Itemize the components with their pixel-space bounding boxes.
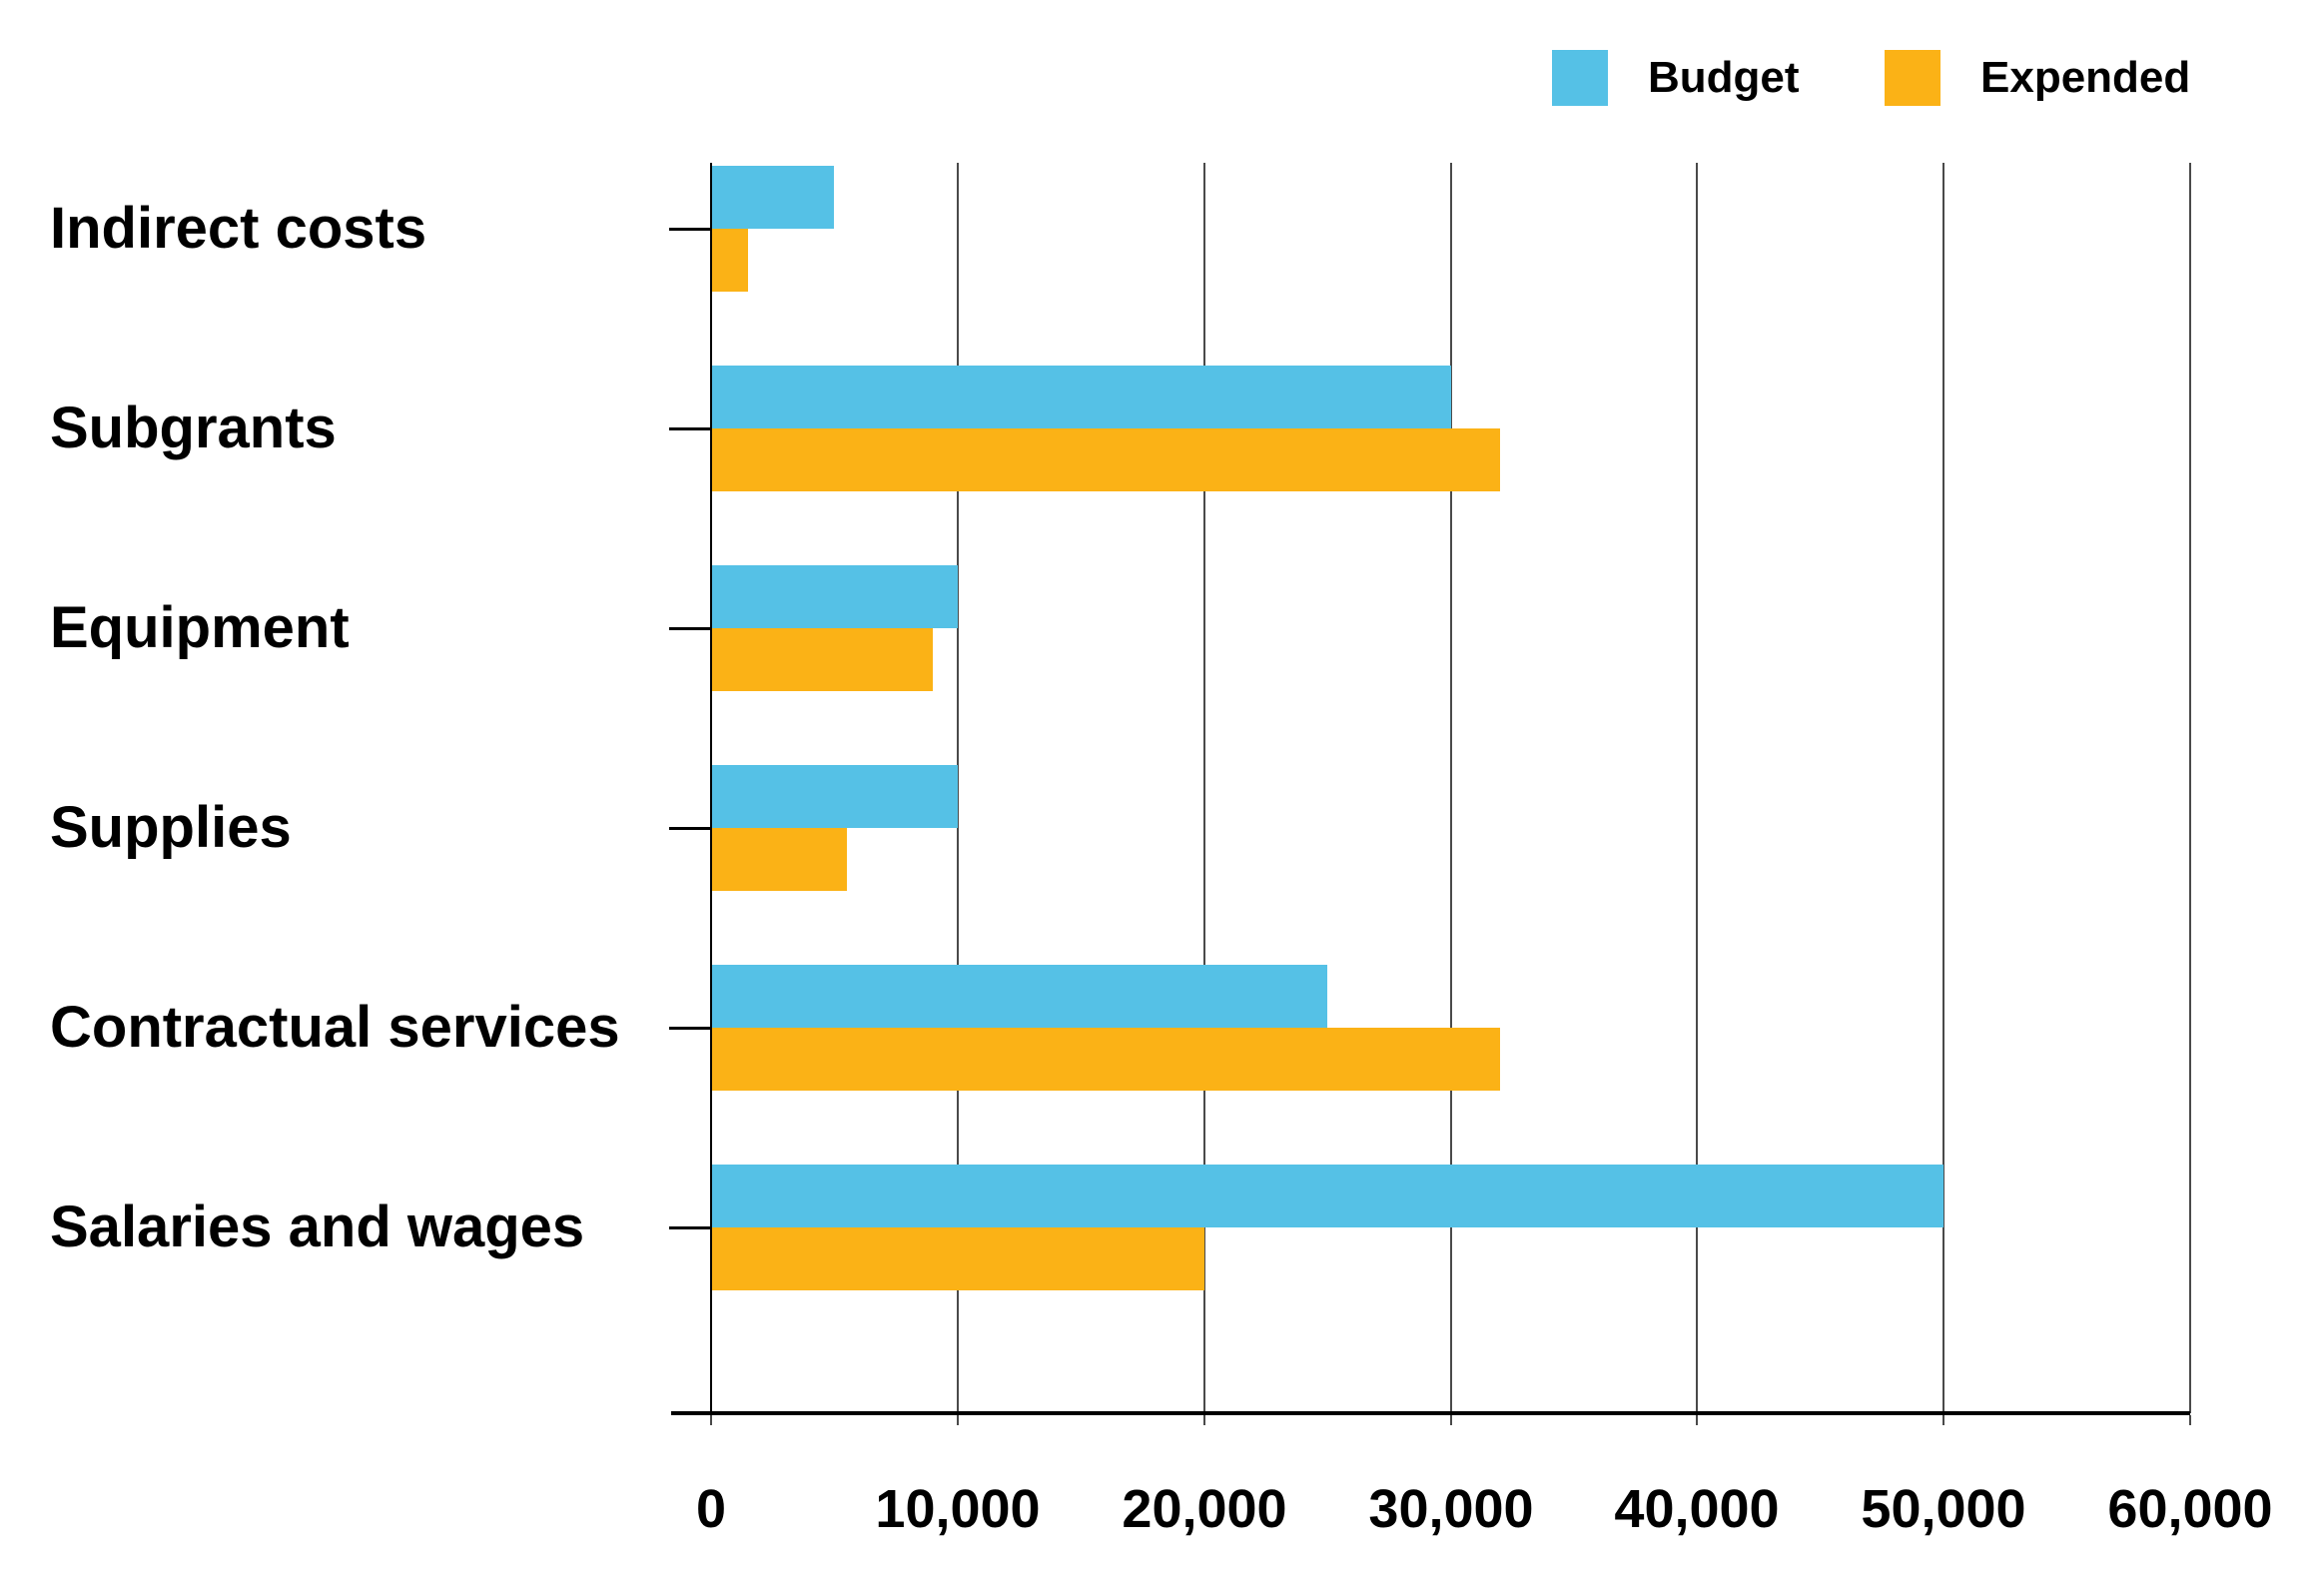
category-tick — [669, 228, 711, 231]
bar-expended-2 — [711, 628, 933, 691]
legend-item-expended: Expended — [1885, 50, 2190, 106]
x-axis-tick-label: 10,000 — [875, 1479, 1041, 1539]
gridline-60,000 — [2189, 163, 2191, 1413]
x-axis-tick-label: 30,000 — [1368, 1479, 1534, 1539]
category-label-2: Equipment — [50, 595, 350, 660]
bar-expended-3 — [711, 828, 847, 891]
legend-swatch-budget — [1552, 50, 1608, 106]
category-label-0: Indirect costs — [50, 196, 427, 261]
gridline-10,000 — [957, 163, 959, 1413]
gridline-50,000 — [1942, 163, 1944, 1413]
gridline-30,000 — [1450, 163, 1452, 1413]
bar-budget-2 — [711, 565, 958, 628]
x-axis-tick — [710, 1415, 712, 1425]
bar-budget-4 — [711, 965, 1327, 1028]
gridline-40,000 — [1696, 163, 1698, 1413]
legend-item-budget: Budget — [1552, 50, 1800, 106]
x-axis-tick — [2189, 1415, 2191, 1425]
x-axis-tick — [1203, 1415, 1205, 1425]
category-tick — [669, 627, 711, 630]
category-label-1: Subgrants — [50, 396, 337, 460]
bar-budget-0 — [711, 166, 834, 229]
legend-label-expended: Expended — [1980, 53, 2191, 102]
category-tick — [669, 427, 711, 430]
x-axis-line — [671, 1411, 2190, 1415]
y-axis-line — [710, 163, 712, 1413]
x-axis-tick-label: 0 — [695, 1479, 727, 1539]
legend-label-budget: Budget — [1648, 53, 1800, 102]
bar-expended-1 — [711, 428, 1500, 491]
bar-expended-0 — [711, 229, 748, 292]
x-axis-tick — [1696, 1415, 1698, 1425]
x-axis-tick-label: 40,000 — [1614, 1479, 1780, 1539]
x-axis-tick-label: 50,000 — [1861, 1479, 2026, 1539]
x-axis-tick-label: 60,000 — [2107, 1479, 2273, 1539]
plot-area: 0 10,000 20,000 30,000 40,000 50,000 60,000 — [669, 163, 2273, 1539]
x-axis-tick — [957, 1415, 959, 1425]
category-label-3: Supplies — [50, 795, 292, 860]
x-axis-tick-label: 20,000 — [1122, 1479, 1287, 1539]
gridline-20,000 — [1203, 163, 1205, 1413]
legend-swatch-expended — [1885, 50, 1940, 106]
bar-budget-5 — [711, 1165, 1943, 1227]
bar-budget-1 — [711, 366, 1451, 428]
x-axis-tick — [1942, 1415, 1944, 1425]
bar-expended-4 — [711, 1028, 1500, 1091]
category-label-5: Salaries and wages — [50, 1194, 585, 1259]
bar-budget-3 — [711, 765, 958, 828]
category-tick — [669, 1226, 711, 1229]
x-axis-tick — [1450, 1415, 1452, 1425]
bar-expended-5 — [711, 1227, 1204, 1290]
category-label-4: Contractual services — [50, 995, 620, 1060]
category-tick — [669, 827, 711, 830]
category-tick — [669, 1027, 711, 1030]
